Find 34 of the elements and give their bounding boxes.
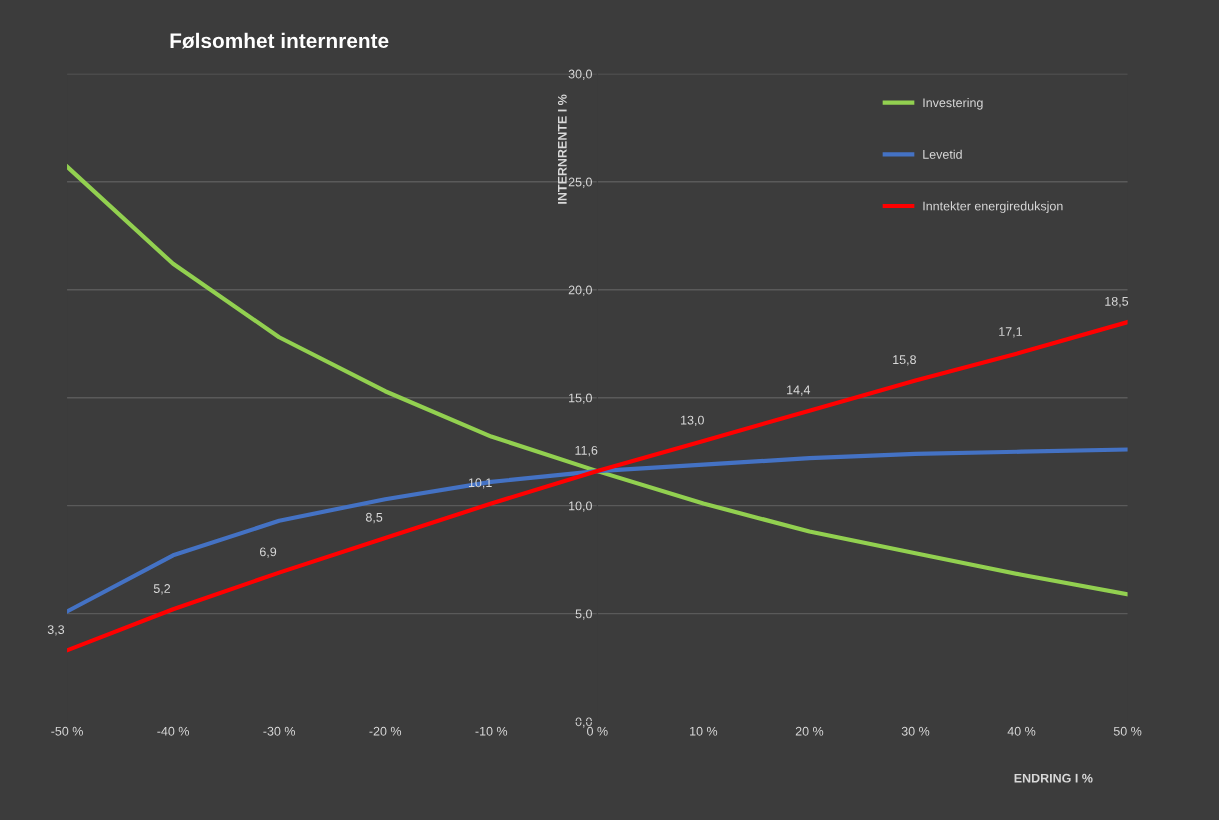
data-label: 8,5: [365, 512, 383, 524]
data-label: 18,5: [1105, 296, 1129, 308]
data-label: 3,3: [47, 625, 65, 636]
x-tick-label: 40 %: [1007, 726, 1036, 736]
y-tick-label: 20,0: [568, 285, 592, 296]
line-series: [67, 320, 1128, 653]
data-label: 17,1: [999, 327, 1022, 338]
data-label: 15,8: [893, 355, 916, 366]
chart-title: Følsomhet internrente: [170, 32, 389, 49]
legend-label: Inntekter energireduksjon: [923, 201, 1063, 213]
legend-label: Levetid: [923, 149, 962, 159]
x-tick-label: -50 %: [51, 726, 83, 736]
y-tick-label: 10,0: [569, 501, 592, 512]
data-label: 5,2: [153, 584, 171, 595]
y-tick-label: 25,0: [568, 177, 592, 188]
data-label: 13,0: [681, 415, 704, 426]
x-tick-label: 20 %: [795, 726, 824, 736]
x-tick-label: 30 %: [901, 726, 930, 736]
x-tick-label: 10 %: [690, 726, 718, 736]
y-axis-title: INTERNRENTE I %: [557, 94, 567, 204]
x-tick-label: -10 %: [475, 726, 508, 736]
x-tick-label: 0 %: [587, 726, 608, 736]
legend-label: Investering: [923, 98, 983, 110]
y-tick-label: 5,0: [575, 609, 592, 620]
y-tick-label: 30,0: [568, 69, 592, 80]
x-tick-label: -30 %: [263, 726, 296, 736]
y-tick-label: 15,0: [569, 393, 592, 404]
data-label: 11,6: [575, 445, 598, 457]
data-label: 6,9: [259, 547, 277, 558]
x-axis-title: ENDRING I %: [1014, 773, 1093, 783]
x-tick-label: -20 %: [369, 726, 402, 736]
data-label: 14,4: [787, 385, 811, 396]
x-tick-label: 50 %: [1113, 726, 1142, 736]
x-tick-label: -40 %: [157, 726, 189, 736]
